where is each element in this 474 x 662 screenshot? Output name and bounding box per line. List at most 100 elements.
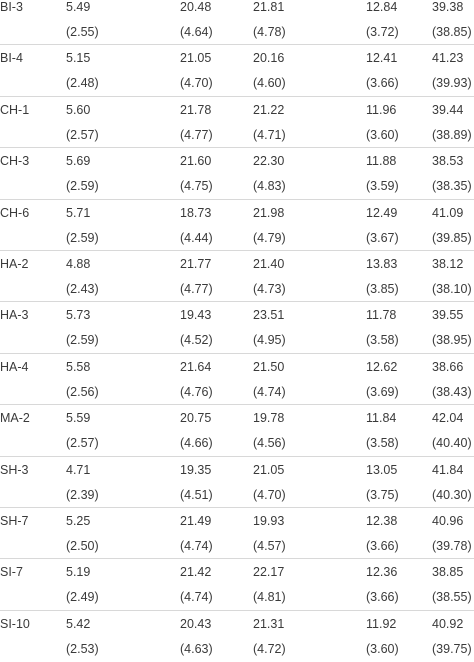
se-cell: (4.44) xyxy=(180,230,213,245)
se-cell: (2.48) xyxy=(66,76,99,91)
value-cell: 20.75 xyxy=(180,411,212,426)
se-cell: (4.74) xyxy=(180,538,213,553)
se-cell: (4.74) xyxy=(180,590,213,605)
se-cell: (39.75) xyxy=(432,641,472,656)
value-cell: 19.35 xyxy=(180,462,212,477)
value-cell: 20.43 xyxy=(180,616,212,631)
se-cell: (4.75) xyxy=(180,179,213,194)
se-cell: (4.72) xyxy=(253,641,286,656)
se-cell: (4.66) xyxy=(180,436,213,451)
se-cell: (2.56) xyxy=(66,384,99,399)
value-cell: 40.92 xyxy=(432,616,464,631)
se-cell: (38.89) xyxy=(432,127,472,142)
table-row: CH-6 5.71 18.73 21.98 12.49 41.09 (2.59)… xyxy=(0,200,474,251)
value-cell: 11.84 xyxy=(366,411,397,426)
se-cell: (2.50) xyxy=(66,538,99,553)
se-cell: (3.58) xyxy=(366,333,399,348)
se-cell: (4.70) xyxy=(253,487,286,502)
se-cell: (4.76) xyxy=(180,384,213,399)
value-cell: 21.05 xyxy=(180,51,212,66)
se-cell: (4.70) xyxy=(180,76,213,91)
se-cell: (4.51) xyxy=(180,487,213,502)
value-cell: 42.04 xyxy=(432,411,464,426)
value-cell: 21.49 xyxy=(180,513,212,528)
value-cell: 13.83 xyxy=(366,256,398,271)
value-cell: 38.66 xyxy=(432,359,464,374)
se-cell: (2.59) xyxy=(66,333,99,348)
se-cell: (4.83) xyxy=(253,179,286,194)
value-cell: 11.78 xyxy=(366,308,397,323)
row-label: SH-3 xyxy=(0,462,29,477)
se-cell: (4.78) xyxy=(253,25,286,39)
table-row: HA-3 5.73 19.43 23.51 11.78 39.55 (2.59)… xyxy=(0,302,474,354)
se-cell: (40.40) xyxy=(432,436,472,451)
se-cell: (40.30) xyxy=(432,487,472,502)
se-cell: (3.85) xyxy=(366,281,399,296)
se-cell: (3.67) xyxy=(366,230,399,245)
value-cell: 38.12 xyxy=(432,256,464,271)
se-cell: (4.52) xyxy=(180,333,213,348)
value-cell: 41.09 xyxy=(432,205,464,220)
row-label: SI-7 xyxy=(0,565,23,580)
se-cell: (3.72) xyxy=(366,25,399,39)
se-cell: (4.73) xyxy=(253,281,286,296)
table-row: BI-4 5.15 21.05 20.16 12.41 41.23 (2.48)… xyxy=(0,45,474,97)
se-cell: (2.55) xyxy=(66,25,99,39)
value-cell: 21.31 xyxy=(253,616,285,631)
value-cell: 21.81 xyxy=(253,0,285,14)
value-cell: 12.38 xyxy=(366,513,398,528)
se-cell: (39.78) xyxy=(432,538,472,553)
se-cell: (38.55) xyxy=(432,590,472,605)
se-cell: (2.39) xyxy=(66,487,99,502)
se-cell: (4.77) xyxy=(180,127,213,142)
table-row: HA-4 5.58 21.64 21.50 12.62 38.66 (2.56)… xyxy=(0,354,474,406)
se-cell: (3.69) xyxy=(366,384,399,399)
value-cell: 21.78 xyxy=(180,102,212,117)
row-label: HA-2 xyxy=(0,256,29,271)
se-cell: (2.59) xyxy=(66,230,99,245)
value-cell: 13.05 xyxy=(366,462,398,477)
row-label: SH-7 xyxy=(0,513,29,528)
value-cell: 4.88 xyxy=(66,256,91,271)
value-cell: 5.59 xyxy=(66,411,91,426)
row-label: CH-1 xyxy=(0,102,30,117)
value-cell: 12.36 xyxy=(366,565,398,580)
value-cell: 23.51 xyxy=(253,308,285,323)
value-cell: 5.60 xyxy=(66,102,91,117)
value-cell: 21.40 xyxy=(253,256,285,271)
value-cell: 5.42 xyxy=(66,616,91,631)
value-cell: 21.77 xyxy=(180,256,212,271)
value-cell: 5.19 xyxy=(66,565,91,580)
se-cell: (4.74) xyxy=(253,384,286,399)
value-cell: 39.55 xyxy=(432,308,464,323)
table-row: SI-7 5.19 21.42 22.17 12.36 38.85 (2.49)… xyxy=(0,559,474,611)
value-cell: 40.96 xyxy=(432,513,464,528)
value-cell: 5.49 xyxy=(66,0,91,14)
row-label: HA-4 xyxy=(0,359,29,374)
value-cell: 22.17 xyxy=(253,565,285,580)
se-cell: (3.66) xyxy=(366,76,399,91)
value-cell: 11.92 xyxy=(366,616,397,631)
se-cell: (4.79) xyxy=(253,230,286,245)
value-cell: 21.98 xyxy=(253,205,285,220)
value-cell: 5.71 xyxy=(66,205,91,220)
value-cell: 19.43 xyxy=(180,308,212,323)
se-cell: (39.93) xyxy=(432,76,472,91)
se-cell: (39.85) xyxy=(432,230,472,245)
value-cell: 5.73 xyxy=(66,308,91,323)
table-row: SH-3 4.71 19.35 21.05 13.05 41.84 (2.39)… xyxy=(0,457,474,508)
value-cell: 12.62 xyxy=(366,359,398,374)
table-row: SI-10 5.42 20.43 21.31 11.92 40.92 (2.53… xyxy=(0,611,474,662)
value-cell: 5.69 xyxy=(66,154,91,169)
se-cell: (2.43) xyxy=(66,281,99,296)
se-cell: (4.71) xyxy=(253,127,286,142)
row-label: CH-3 xyxy=(0,154,30,169)
se-cell: (38.10) xyxy=(432,281,472,296)
value-cell: 5.15 xyxy=(66,51,91,66)
value-cell: 38.53 xyxy=(432,154,464,169)
se-cell: (3.60) xyxy=(366,641,399,656)
value-cell: 21.22 xyxy=(253,102,285,117)
value-cell: 19.93 xyxy=(253,513,285,528)
value-cell: 39.38 xyxy=(432,0,464,14)
